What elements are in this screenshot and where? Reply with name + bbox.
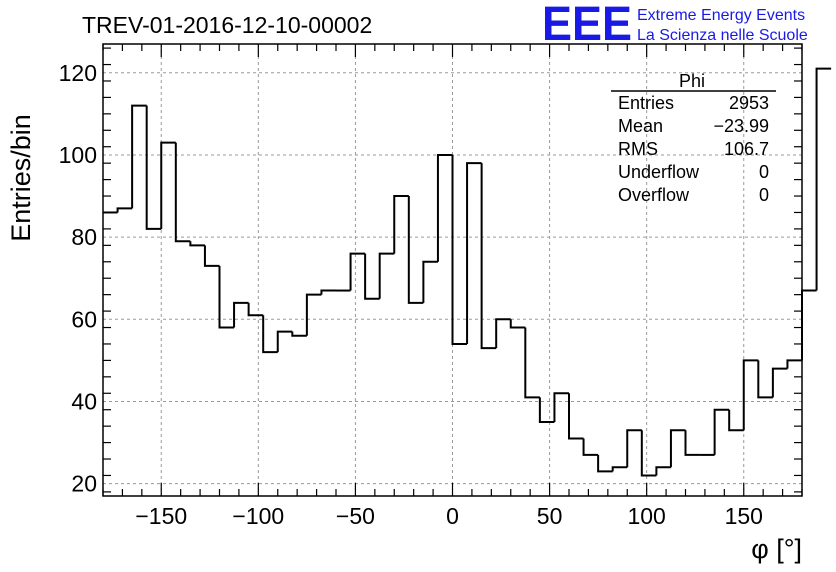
stats-value-underflow: 0 <box>759 162 769 182</box>
y-tick-label: 100 <box>59 142 97 168</box>
stats-label-underflow: Underflow <box>618 162 700 182</box>
histogram-bin <box>597 454 613 473</box>
y-tick-label: 40 <box>71 388 97 414</box>
x-tick-label: 0 <box>446 503 459 529</box>
histogram-bin <box>305 293 322 336</box>
histogram-bin <box>640 430 657 477</box>
stats-label-overflow: Overflow <box>618 185 690 205</box>
y-axis-label: Entries/bin <box>6 114 36 242</box>
axis-layer: −150 −100 −50 0 50 100 150 20 40 60 80 100 120 <box>59 43 803 529</box>
stats-value-rms: 106.7 <box>724 139 769 159</box>
x-tick-label: 50 <box>537 503 563 529</box>
histogram-bin <box>262 315 278 354</box>
histogram-bin <box>524 327 540 399</box>
histogram-bin <box>538 397 555 424</box>
chart-title: TREV-01-2016-12-10-00002 <box>82 12 372 38</box>
histogram-bin <box>655 466 671 476</box>
histogram-bin <box>509 319 526 329</box>
x-tick-label: −50 <box>336 503 375 529</box>
histogram-bin <box>728 409 744 432</box>
x-axis-label: φ [°] <box>751 534 802 564</box>
histogram-bin <box>276 330 293 353</box>
histogram-bin <box>233 301 249 328</box>
x-tick-label: 150 <box>725 503 763 529</box>
histogram-bin <box>160 141 176 229</box>
stats-box: Phi Entries 2953 Mean −23.99 RMS 106.7 U… <box>611 71 776 205</box>
histogram-bin <box>742 359 759 431</box>
histogram-bin <box>436 153 453 262</box>
y-tick-label: 80 <box>71 224 97 250</box>
histogram-bin <box>291 331 307 337</box>
stats-title: Phi <box>679 71 705 91</box>
histogram-bin <box>203 245 220 267</box>
eee-logo: EEE Extreme Energy Events La Scienza nel… <box>542 0 808 51</box>
histogram-bin <box>684 430 701 456</box>
histogram-bin <box>568 393 584 440</box>
stats-value-overflow: 0 <box>759 185 769 205</box>
histogram-bin <box>626 429 642 468</box>
histogram-bin <box>815 67 832 291</box>
histogram-layer <box>103 67 832 477</box>
stats-value-mean: −23.99 <box>713 116 769 136</box>
histogram-bin <box>713 408 730 455</box>
histogram-bin <box>364 253 380 300</box>
histogram-bin <box>466 162 482 344</box>
logo-mark: EEE <box>542 0 632 51</box>
histogram-bin <box>553 392 569 423</box>
histogram-bin <box>801 289 817 361</box>
x-tick-label: 100 <box>627 503 665 529</box>
histogram-bin <box>451 154 468 345</box>
histogram-bin <box>378 252 395 299</box>
histogram-bin <box>757 360 773 399</box>
histogram-bin <box>145 105 162 230</box>
histogram-bin <box>611 466 628 472</box>
histogram-bin <box>393 195 409 254</box>
histogram-bin <box>786 359 802 369</box>
histogram-bin <box>218 265 235 329</box>
logo-line-1: Extreme Energy Events <box>637 7 805 24</box>
stats-label-rms: RMS <box>618 139 658 159</box>
histogram-bin <box>116 207 133 213</box>
y-tick-label: 120 <box>59 60 97 86</box>
histogram-bin <box>582 438 599 456</box>
histogram-bin <box>480 163 497 350</box>
histogram-bin <box>189 241 205 247</box>
histogram-bin <box>247 302 264 317</box>
histogram-bin <box>407 196 424 304</box>
histogram-bin <box>174 142 191 243</box>
x-tick-label: −100 <box>232 503 284 529</box>
x-tick-label: −150 <box>135 503 187 529</box>
stats-label-mean: Mean <box>618 116 663 136</box>
histogram-bin <box>771 367 788 398</box>
histogram-bin <box>131 104 147 209</box>
y-tick-label: 60 <box>71 306 97 332</box>
stats-label-entries: Entries <box>618 93 674 113</box>
histogram-bin <box>422 260 438 303</box>
stats-value-entries: 2953 <box>729 93 769 113</box>
histogram-bin <box>495 318 511 349</box>
logo-line-2: La Scienza nelle Scuole <box>637 27 808 44</box>
histogram-bin <box>349 252 366 291</box>
histogram-bin <box>320 289 336 295</box>
y-tick-label: 20 <box>71 471 97 497</box>
histogram-bin <box>669 429 686 468</box>
